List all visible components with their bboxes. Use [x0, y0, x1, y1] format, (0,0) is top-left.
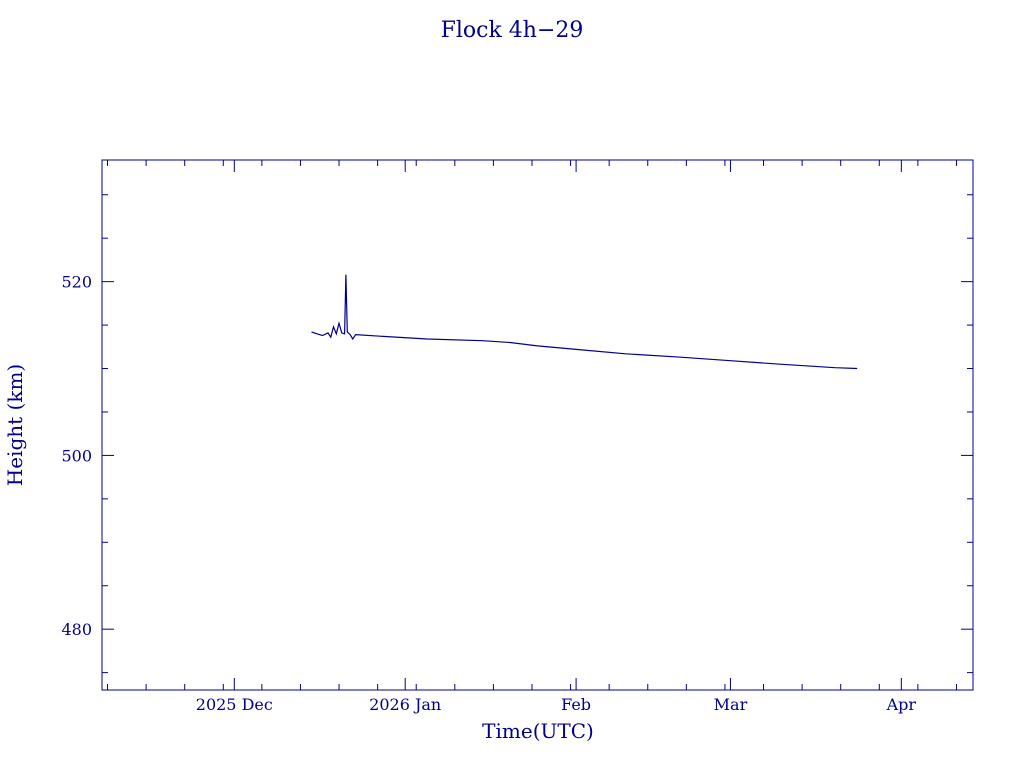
axis-ticks — [102, 160, 973, 690]
x-tick-label: Feb — [561, 695, 591, 714]
x-tick-label: Mar — [714, 695, 748, 714]
plot-frame — [101, 159, 974, 691]
x-tick-label: 2026 Jan — [369, 695, 441, 714]
axis-tick-labels: 2025 Dec 2026 Jan Feb Mar Apr 480 500 520 — [61, 273, 916, 714]
y-tick-label: 480 — [61, 620, 92, 639]
x-tick-label: 2025 Dec — [196, 695, 273, 714]
x-axis-label: Time(UTC) — [482, 719, 594, 743]
x-tick-label: Apr — [886, 695, 917, 714]
chart-title: Flock 4h−29 — [441, 18, 584, 43]
series-line-0 — [311, 274, 858, 370]
y-tick-label: 520 — [61, 273, 92, 292]
y-axis-label: Height (km) — [3, 364, 27, 486]
y-tick-label: 500 — [61, 446, 92, 465]
series-group — [311, 274, 858, 370]
